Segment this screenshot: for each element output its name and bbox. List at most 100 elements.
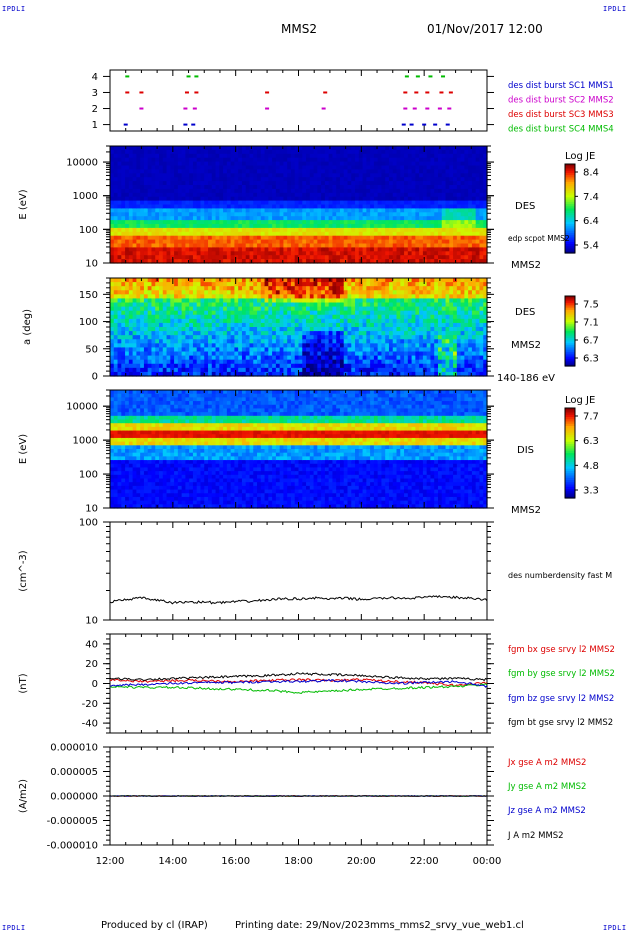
- spectrogram-cell: [309, 181, 315, 186]
- spectrogram-cell: [159, 259, 164, 264]
- spectrogram-cell: [283, 314, 288, 320]
- spectrogram-cell: [226, 294, 232, 300]
- spectrogram-cell: [290, 165, 296, 170]
- spectrogram-cell: [245, 161, 251, 167]
- spectrogram-cell: [358, 165, 364, 170]
- spectrogram-cell: [177, 173, 183, 178]
- spectrogram-cell: [147, 208, 153, 213]
- spectrogram-cell: [143, 302, 149, 308]
- spectrogram-cell: [241, 363, 247, 369]
- spectrogram-cell: [211, 231, 217, 237]
- spectrogram-cell: [245, 282, 251, 287]
- spectrogram-cell: [430, 212, 435, 217]
- spectrogram-cell: [185, 306, 190, 312]
- spectrogram-cell: [332, 196, 337, 202]
- spectrogram-cell: [317, 153, 322, 159]
- spectrogram-cell: [189, 282, 194, 287]
- spectrogram-cell: [234, 247, 239, 252]
- spectrogram-cell: [396, 243, 401, 248]
- spectrogram-cell: [230, 355, 236, 361]
- spectrogram-cell: [143, 282, 149, 287]
- spectrogram-cell: [125, 343, 130, 349]
- spectrogram-cell: [140, 343, 145, 349]
- spectrogram-cell: [241, 153, 247, 159]
- spectrogram-cell: [468, 181, 473, 186]
- spectrogram-cell: [287, 208, 292, 213]
- spectrogram-cell: [287, 165, 292, 170]
- spectrogram-cell: [370, 216, 375, 221]
- colorbar-frame: [564, 163, 576, 254]
- spectrogram-cell: [309, 339, 315, 344]
- spectrogram-cell: [377, 243, 383, 248]
- spectrogram-cell: [434, 196, 439, 202]
- spectrogram-cell: [317, 347, 322, 353]
- spectrogram-cell: [464, 204, 469, 209]
- spectrogram-cell: [317, 216, 322, 221]
- spectrogram-cell: [309, 177, 315, 182]
- spectrogram-cell: [422, 204, 428, 209]
- spectrogram-cell: [200, 146, 205, 151]
- spectrogram-cell: [166, 239, 171, 245]
- spectrogram-cell: [324, 359, 330, 365]
- spectrogram-cell: [223, 157, 228, 163]
- spectrogram-cell: [113, 227, 119, 233]
- spectrogram-cell: [298, 251, 303, 256]
- spectrogram-cell: [313, 173, 318, 178]
- spectrogram-cell: [170, 339, 175, 344]
- spectrogram-cell: [181, 322, 186, 328]
- spectrogram-cell: [358, 302, 364, 308]
- spectrogram-cell: [324, 363, 330, 369]
- spectrogram-cell: [238, 331, 243, 336]
- spectrogram-cell: [468, 259, 473, 264]
- spectrogram-cell: [174, 331, 179, 336]
- spectrogram-cell: [132, 146, 137, 151]
- spectrogram-cell: [159, 227, 164, 233]
- spectrogram-cell: [257, 278, 262, 283]
- spectrogram-cell: [257, 318, 262, 324]
- spectrogram-cell: [192, 310, 198, 316]
- spectrogram-cell: [132, 306, 137, 312]
- spectrogram-cell: [211, 220, 217, 225]
- spectrogram-cell: [298, 314, 303, 320]
- spectrogram-cell: [159, 351, 164, 357]
- spectrogram-cell: [200, 286, 205, 291]
- spectrogram-cell: [404, 251, 409, 256]
- spectrogram-cell: [339, 247, 345, 252]
- spectrogram-cell: [381, 149, 386, 155]
- spectrogram-cell: [177, 302, 183, 308]
- spectrogram-cell: [385, 185, 390, 190]
- spectrogram-cell: [324, 212, 330, 217]
- spectrogram-cell: [264, 208, 269, 213]
- spectrogram-cell: [234, 290, 239, 295]
- spectrogram-cell: [283, 216, 288, 221]
- spectrogram-cell: [453, 224, 458, 229]
- spectrogram-cell: [370, 251, 375, 256]
- spectrogram-cell: [215, 298, 220, 304]
- spectrogram-cell: [226, 216, 232, 221]
- spectrogram-cell: [143, 146, 149, 151]
- spectrogram-cell: [351, 335, 356, 340]
- spectrogram-cell: [411, 212, 416, 217]
- spectrogram-cell: [321, 208, 326, 213]
- spectrogram-cell: [306, 347, 311, 353]
- spectrogram-cell: [223, 153, 228, 159]
- spectrogram-cell: [347, 347, 352, 353]
- spectrogram-cell: [136, 255, 141, 260]
- spectrogram-cell: [309, 347, 315, 353]
- spectrogram-cell: [358, 247, 364, 252]
- spectrogram-cell: [453, 239, 458, 245]
- spectrogram-cell: [215, 188, 220, 194]
- spectrogram-cell: [249, 161, 254, 167]
- spectrogram-cell: [113, 255, 119, 260]
- spectrogram-cell: [211, 146, 217, 151]
- spectrogram-cell: [189, 204, 194, 209]
- spectrogram-cell: [219, 371, 224, 377]
- spectrogram-cell: [264, 306, 269, 312]
- spectrogram-cell: [110, 318, 115, 324]
- spectrogram-cell: [241, 310, 247, 316]
- spectrogram-cell: [351, 177, 356, 182]
- spectrogram-cell: [347, 255, 352, 260]
- spectrogram-cell: [373, 227, 379, 233]
- spectrogram-cell: [355, 146, 360, 151]
- spectrogram-cell: [174, 255, 179, 260]
